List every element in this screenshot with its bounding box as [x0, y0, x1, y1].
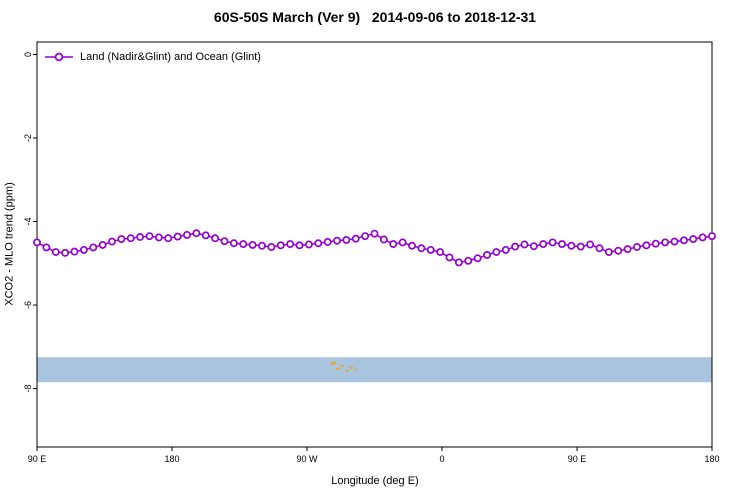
data-point [586, 240, 595, 249]
map-band-land-speck [345, 369, 349, 372]
data-point [689, 235, 698, 244]
x-tick-label: 90 W [296, 454, 318, 464]
data-point [408, 241, 416, 250]
data-point [492, 248, 501, 256]
data-point [361, 232, 370, 241]
data-point [661, 238, 670, 247]
map-band-ocean [37, 357, 712, 383]
data-point [258, 241, 266, 250]
data-point [239, 240, 248, 249]
data-point [183, 230, 191, 239]
data-point [164, 234, 173, 243]
data-point [698, 233, 707, 242]
y-tick-label: 0 [23, 52, 33, 57]
data-point [595, 244, 604, 253]
data-point [33, 238, 41, 247]
data-point [426, 245, 435, 254]
data-point [117, 235, 126, 244]
data-point [145, 232, 154, 241]
data-point [642, 241, 651, 250]
x-axis-label: Longitude (deg E) [331, 475, 419, 487]
data-point [651, 239, 660, 248]
map-band-land-speck [349, 366, 354, 369]
data-point [304, 240, 313, 249]
plot-border [36, 41, 713, 448]
data-point [351, 234, 360, 243]
data-point [389, 240, 398, 249]
data-point [548, 238, 557, 247]
data-point [679, 236, 688, 245]
data-point [483, 250, 491, 259]
x-tick-label: 180 [704, 454, 719, 464]
y-tick-label: -6 [23, 301, 33, 309]
data-point [295, 241, 304, 250]
data-point [286, 240, 295, 249]
data-point [108, 237, 116, 246]
map-band-land-speck [335, 367, 340, 370]
data-point [248, 240, 257, 249]
data-point [576, 242, 585, 251]
data-point [633, 243, 641, 251]
data-point [417, 244, 426, 253]
data-point [136, 233, 145, 241]
data-point [473, 254, 482, 263]
x-tick-label: 90 E [28, 454, 47, 464]
data-point [670, 237, 679, 246]
data-point [276, 241, 285, 250]
data-point [558, 240, 566, 249]
data-point [42, 243, 51, 252]
data-point [229, 239, 238, 248]
data-point [614, 246, 623, 255]
data-point [98, 240, 107, 249]
data-point [464, 256, 473, 265]
data-point [333, 236, 341, 245]
legend-marker-icon [54, 52, 64, 62]
data-point [126, 234, 135, 243]
data-point [314, 239, 323, 248]
data-point [567, 241, 576, 250]
chart-title: 60S-50S March (Ver 9) 2014-09-06 to 2018… [213, 9, 537, 25]
data-point [501, 245, 510, 254]
x-tick-label: 0 [439, 454, 444, 464]
data-point [220, 237, 229, 246]
y-tick-label: -2 [23, 134, 33, 142]
data-point [520, 240, 529, 249]
data-point [201, 231, 210, 240]
data-point [70, 247, 79, 256]
y-tick-label: -4 [23, 218, 33, 226]
data-point [539, 240, 548, 249]
data-point [529, 242, 538, 251]
data-point [604, 248, 613, 256]
data-point [379, 235, 388, 244]
map-band-land-speck [354, 368, 357, 371]
data-point [623, 245, 632, 254]
data-point [79, 245, 88, 254]
data-point [445, 253, 454, 262]
data-point [398, 238, 407, 247]
y-axis-label: XCO2 - MLO trend (ppm) [3, 182, 16, 306]
data-point [454, 258, 463, 267]
data-point [61, 248, 70, 257]
data-point [708, 232, 716, 241]
y-tick-label: -8 [23, 385, 33, 393]
data-point [192, 229, 201, 238]
data-point [370, 229, 379, 238]
data-point [89, 243, 98, 252]
data-point [436, 248, 445, 256]
data-point [211, 234, 220, 243]
x-tick-label: 90 E [568, 454, 587, 464]
legend-label: Land (Nadir&Glint) and Ocean (Glint) [80, 51, 261, 63]
data-point [154, 233, 163, 242]
data-point [51, 248, 60, 256]
data-point [267, 243, 276, 251]
data-point [511, 242, 520, 251]
data-point [173, 232, 182, 241]
map-band-land-speck [330, 361, 336, 365]
map-band-land-speck [340, 364, 344, 367]
data-point [342, 235, 351, 244]
data-point [323, 238, 332, 246]
x-tick-label: 180 [164, 454, 179, 464]
